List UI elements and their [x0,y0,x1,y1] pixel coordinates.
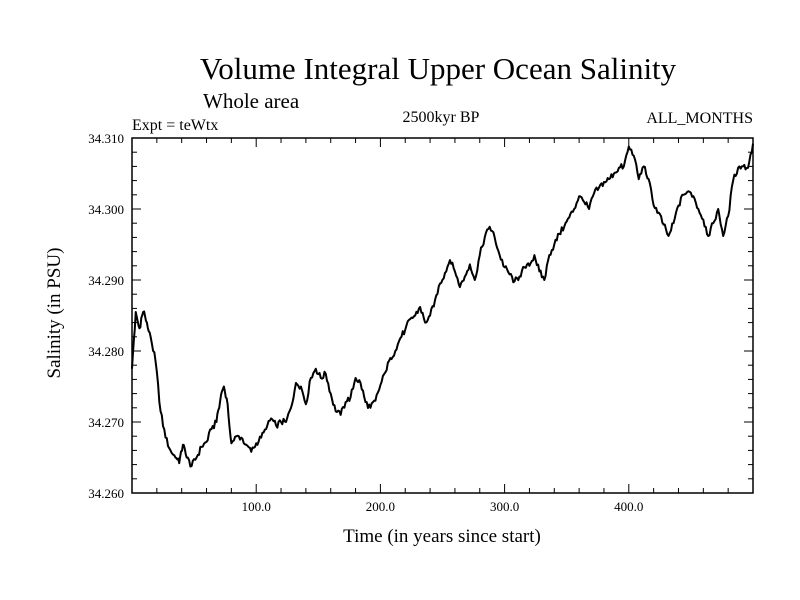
y-tick-label: 34.290 [88,273,124,288]
y-tick-label: 34.280 [88,344,124,359]
x-axis-label: Time (in years since start) [343,526,541,547]
chart-title: Volume Integral Upper Ocean Salinity [200,51,677,86]
months-label: ALL_MONTHS [646,110,753,127]
y-tick-label: 34.270 [88,415,124,430]
experiment-label: Expt = teWtx [132,117,218,134]
x-tick-label: 100.0 [242,499,271,514]
x-tick-label: 200.0 [366,499,395,514]
period-label: 2500kyr BP [403,109,480,126]
y-tick-label: 34.260 [88,486,124,501]
y-tick-label: 34.300 [88,202,124,217]
y-tick-label: 34.310 [88,131,124,146]
x-tick-label: 300.0 [490,499,519,514]
plot-frame [131,137,754,494]
chart-subtitle: Whole area [203,89,300,113]
salinity-series-line [131,143,754,468]
y-axis-label: Salinity (in PSU) [44,248,65,379]
x-tick-label: 400.0 [614,499,643,514]
